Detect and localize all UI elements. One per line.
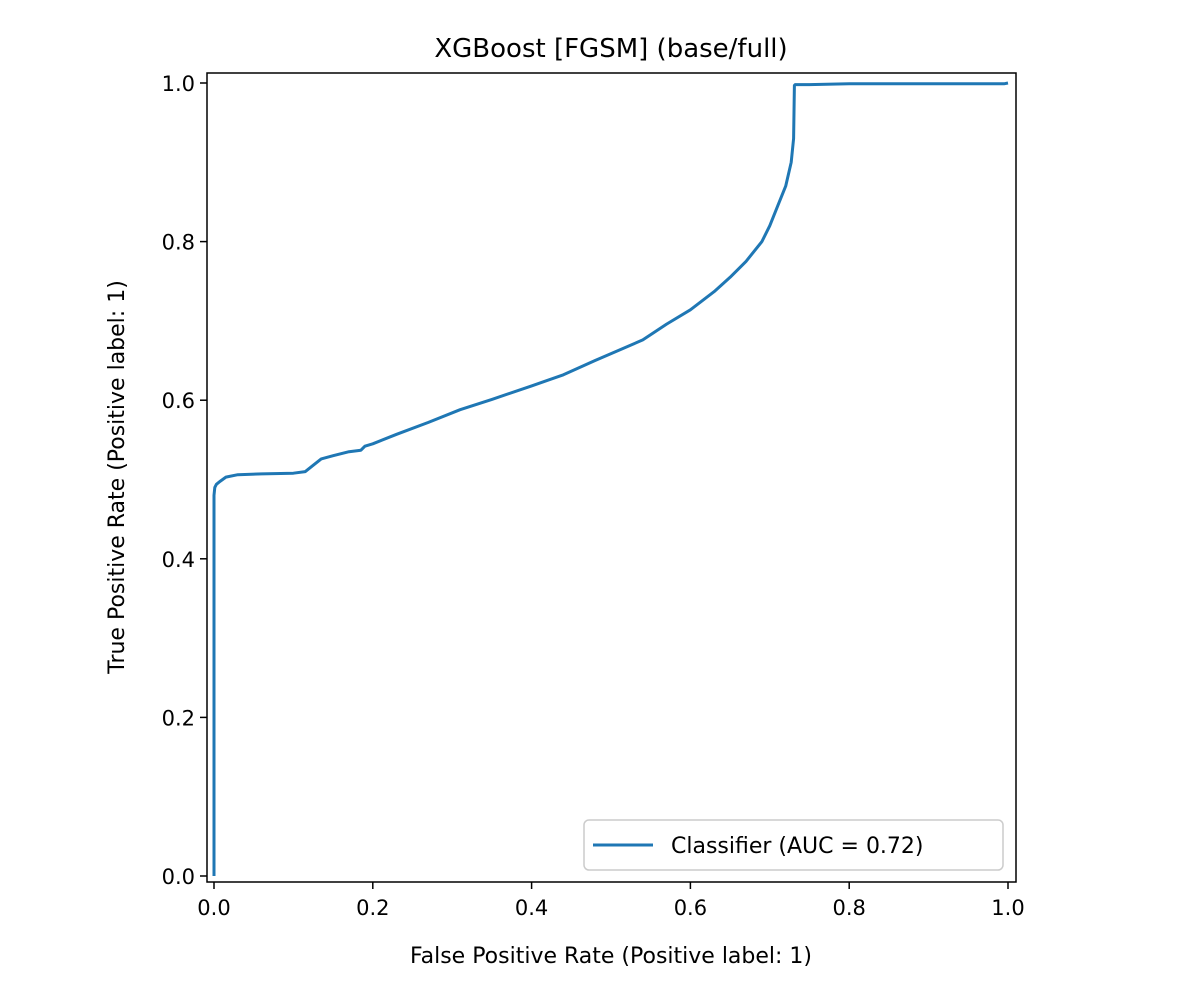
axes-frame: [206, 72, 1017, 883]
roc-curve-line: [212, 81, 1009, 876]
plot-area: 0.0 0.2 0.4 0.6 0.8 1.0 0.0 0.2 0.4 0.6 0.8 1.0: [162, 72, 1025, 920]
y-axis-ticks: 0.0 0.2 0.4 0.6 0.8 1.0: [162, 72, 207, 889]
y-tick-label: 0.8: [162, 231, 195, 255]
legend: Classifier (AUC = 0.72): [583, 819, 1004, 871]
y-tick-label: 0.4: [162, 548, 195, 572]
y-tick-label: 0.6: [162, 389, 195, 413]
y-tick-label: 1.0: [162, 72, 195, 96]
y-tick-label: 0.0: [162, 865, 195, 889]
y-tick-label: 0.2: [162, 706, 195, 730]
x-axis-ticks: 0.0 0.2 0.4 0.6 0.8 1.0: [197, 882, 1025, 920]
y-axis-label: True Positive Rate (Positive label: 1): [105, 280, 130, 675]
x-tick-label: 0.2: [356, 896, 389, 920]
legend-entry-classifier: Classifier (AUC = 0.72): [671, 834, 924, 859]
chart-title: XGBoost [FGSM] (base/full): [434, 34, 787, 64]
x-tick-label: 0.6: [674, 896, 707, 920]
legend-box: [583, 819, 1004, 871]
x-axis-label: False Positive Rate (Positive label: 1): [410, 944, 812, 969]
x-tick-label: 0.8: [832, 896, 865, 920]
x-tick-label: 0.0: [197, 896, 230, 920]
x-tick-label: 1.0: [991, 896, 1024, 920]
x-tick-label: 0.4: [515, 896, 548, 920]
